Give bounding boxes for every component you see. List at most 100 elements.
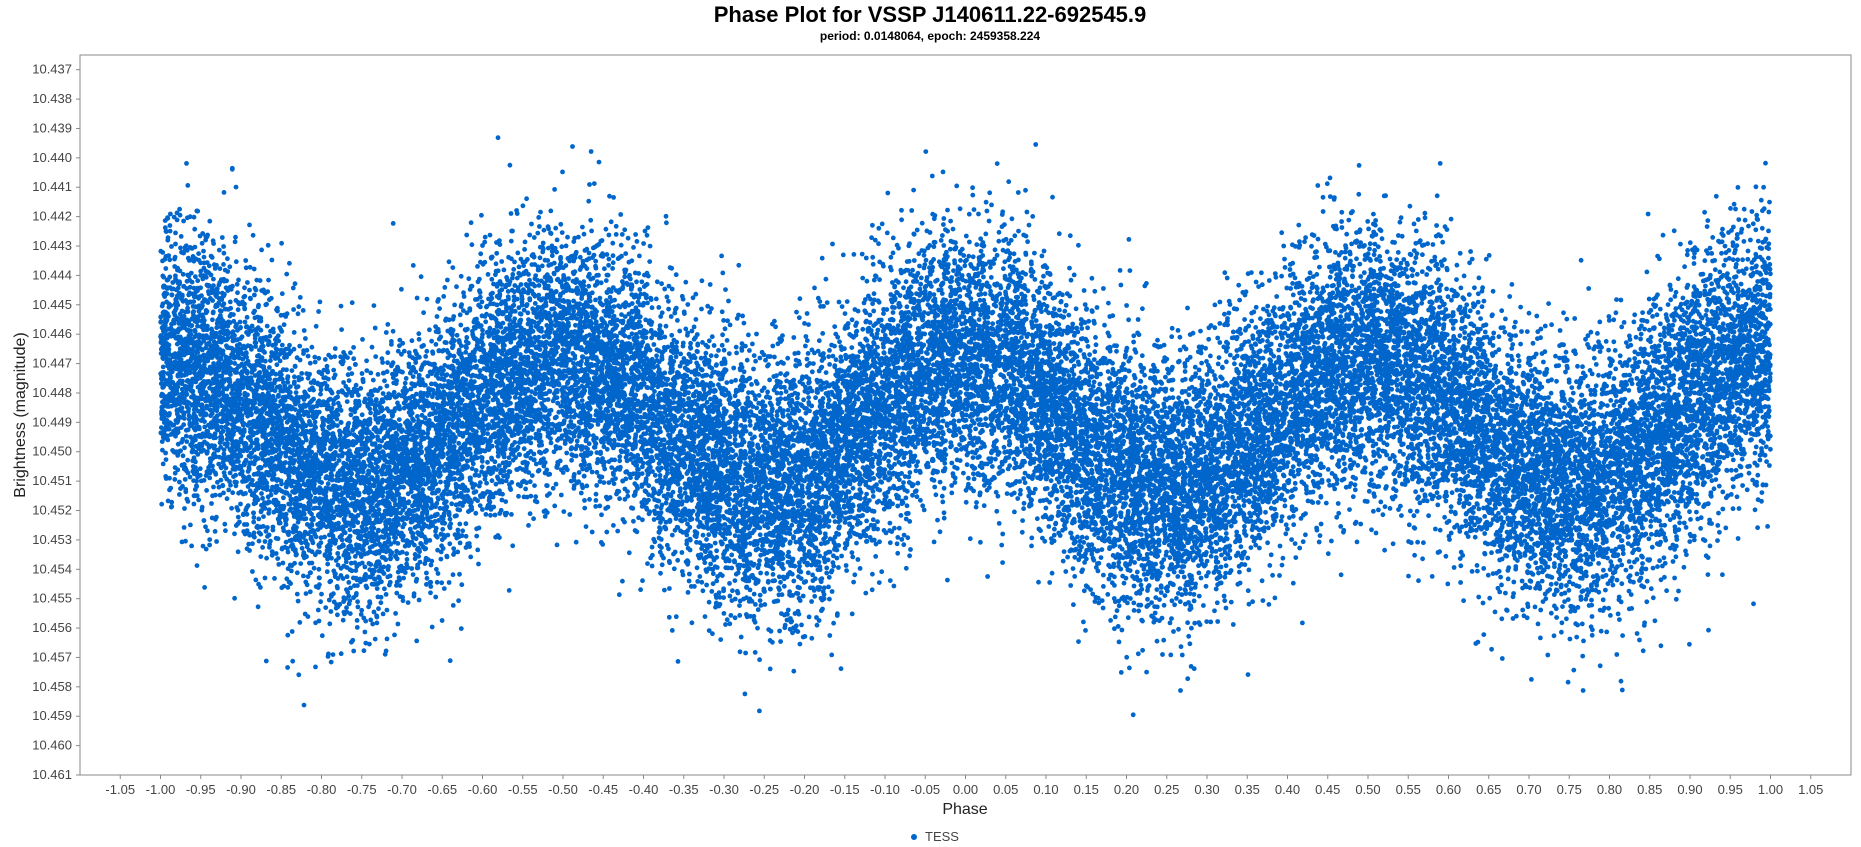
data-point [750,342,755,347]
data-point [1231,622,1236,627]
data-point [1687,642,1692,647]
data-point [195,563,200,568]
data-point [1042,296,1047,301]
data-point [631,245,636,250]
data-point [1281,244,1286,249]
data-point [1217,340,1222,345]
data-point [1218,300,1223,305]
data-point [597,160,602,165]
data-point [1393,459,1398,464]
data-point [458,541,463,546]
data-point [1067,266,1072,271]
data-point [425,576,430,581]
data-point [1671,559,1676,564]
data-point [301,308,306,313]
data-point [522,446,527,451]
data-point [871,262,876,267]
data-point [1458,580,1463,585]
data-point [172,477,177,482]
data-point [1052,341,1057,346]
data-point [592,181,597,186]
data-point [1649,532,1654,537]
data-point [1510,282,1515,287]
data-point [872,278,877,283]
data-point [1430,574,1435,579]
data-point [664,214,669,219]
data-point [1062,549,1067,554]
data-point [325,569,330,574]
data-point [1414,255,1419,260]
data-point [712,343,717,348]
data-point [1209,554,1214,559]
data-point [1662,555,1667,560]
data-point [1006,179,1011,184]
data-point [300,546,305,551]
data-point [1371,212,1376,217]
data-point [1767,463,1772,468]
data-point [565,235,570,240]
data-point [1499,616,1504,621]
data-point [1412,451,1417,456]
data-point [185,215,190,220]
data-point [368,618,373,623]
data-point [1433,527,1438,532]
data-point [540,264,545,269]
data-point [1047,580,1052,585]
data-point [806,570,811,575]
data-point [1159,590,1164,595]
data-point [1343,256,1348,261]
data-point [904,496,909,501]
data-point [201,249,206,254]
data-point [806,351,811,356]
data-point [459,582,464,587]
data-point [723,326,728,331]
data-point [1086,344,1091,349]
data-point [1472,285,1477,290]
data-point [236,549,241,554]
data-point [555,238,560,243]
data-point [783,623,788,628]
data-point [1258,316,1263,321]
data-point [1229,524,1234,529]
data-point [552,504,557,509]
data-point [824,571,829,576]
data-point [838,355,843,360]
data-point [880,222,885,227]
data-point [1519,329,1524,334]
data-point [1283,265,1288,270]
data-point [384,330,389,335]
data-point [604,278,609,283]
data-point [1745,257,1750,262]
data-point [1277,573,1282,578]
data-point [1107,334,1112,339]
data-point [497,511,502,516]
data-point [912,258,917,263]
data-point [1215,619,1220,624]
data-point [370,622,375,627]
data-point [1356,192,1361,197]
data-point [941,222,946,227]
data-point [1042,249,1047,254]
data-point [1651,595,1656,600]
data-point [1491,331,1496,336]
data-point [1720,490,1725,495]
chart-subtitle: period: 0.0148064, epoch: 2459358.224 [820,29,1040,43]
data-point [548,209,553,214]
data-point [1408,204,1413,209]
data-point [920,221,925,226]
data-point [423,354,428,359]
data-point [1682,521,1687,526]
data-point [782,584,787,589]
data-point [801,594,806,599]
data-point [1178,335,1183,340]
data-point [1698,526,1703,531]
data-point [922,508,927,513]
data-point [599,512,604,517]
data-point [1175,574,1180,579]
data-point [1198,329,1203,334]
data-point [623,251,628,256]
data-point [872,291,877,296]
data-point [447,259,452,264]
data-point [725,338,730,343]
data-point [1321,209,1326,214]
